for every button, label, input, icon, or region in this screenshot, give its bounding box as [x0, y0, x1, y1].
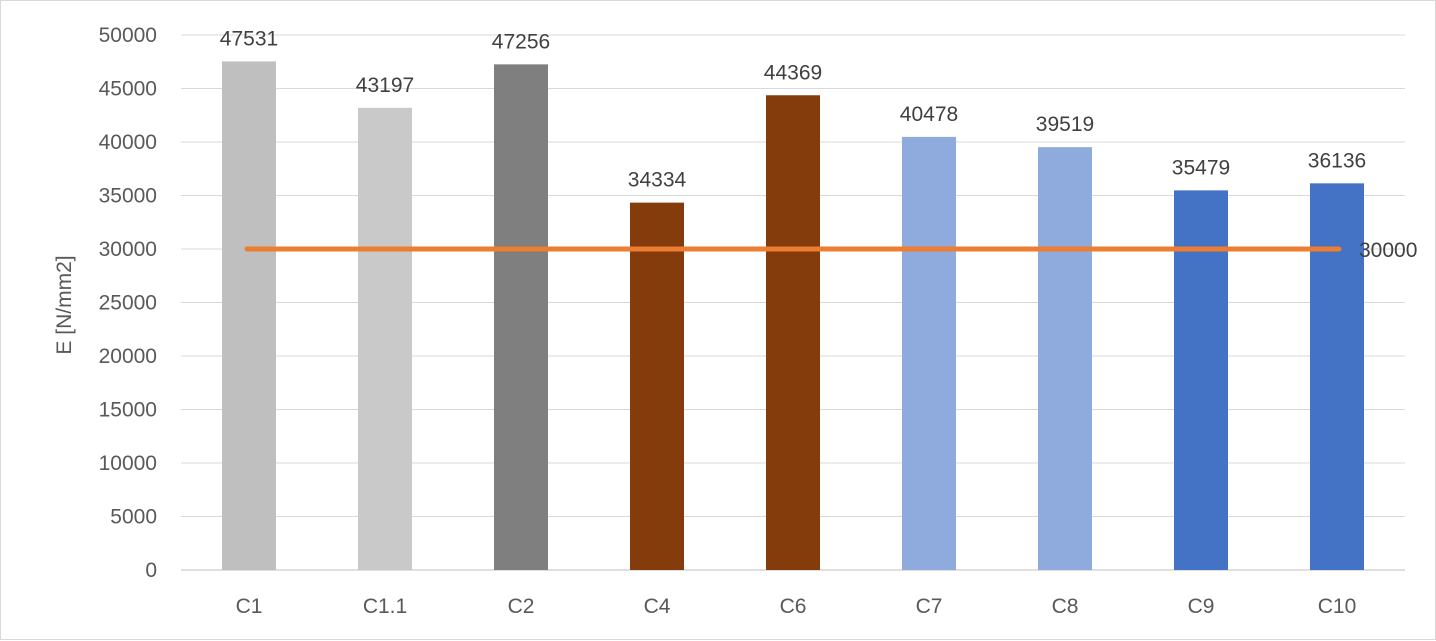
y-tick-label: 25000: [99, 292, 157, 315]
y-tick-label: 5000: [110, 506, 157, 529]
data-label: 39519: [1036, 113, 1094, 136]
x-tick-label: C8: [1052, 595, 1079, 618]
bar: [222, 61, 276, 570]
x-axis-tick-labels: C1 C1.1 C2 C4 C6 C7 C8 C9 C10: [236, 595, 1357, 618]
x-tick-label: C10: [1318, 595, 1357, 618]
y-tick-label: 15000: [99, 399, 157, 422]
data-label: 43197: [356, 74, 414, 97]
x-tick-label: C9: [1188, 595, 1215, 618]
reference-line-label: 30000: [1359, 239, 1417, 262]
bar: [902, 136, 956, 570]
bar: [630, 202, 684, 570]
bar: [494, 64, 548, 570]
x-tick-label: C2: [508, 595, 535, 618]
y-tick-label: 50000: [99, 24, 157, 47]
x-tick-label: C1: [236, 595, 263, 618]
data-label: 40478: [900, 103, 958, 126]
data-label: 44369: [764, 61, 822, 84]
y-tick-label: 20000: [99, 345, 157, 368]
data-label: 36136: [1308, 149, 1366, 172]
bars: [222, 61, 1364, 571]
x-tick-label: C6: [780, 595, 807, 618]
y-axis-title: E [N/mm2]: [53, 255, 76, 354]
x-tick-label: C4: [644, 595, 671, 618]
bar: [1174, 190, 1228, 570]
reference-line-group: 30000: [244, 239, 1417, 262]
y-tick-label: 45000: [99, 78, 157, 101]
bar: [358, 107, 412, 570]
data-label: 34334: [628, 169, 687, 192]
data-label: 47531: [220, 27, 278, 50]
bar: [1310, 183, 1364, 571]
data-label: 47256: [492, 30, 550, 53]
y-tick-label: 30000: [99, 238, 157, 261]
bar: [766, 95, 820, 570]
x-tick-label: C7: [916, 595, 943, 618]
y-axis-tick-labels: 0 5000 10000 15000 20000 25000 30000 35000 40000…: [99, 24, 157, 582]
bar: [1038, 147, 1092, 570]
y-tick-label: 10000: [99, 452, 157, 475]
y-tick-label: 35000: [99, 185, 157, 208]
data-labels: 47531 43197 47256 34334 44369 40478 39519 35479…: [220, 27, 1366, 191]
data-label: 35479: [1172, 156, 1230, 179]
y-tick-label: 0: [145, 559, 157, 582]
y-tick-label: 40000: [99, 131, 157, 154]
x-tick-label: C1.1: [363, 595, 407, 618]
